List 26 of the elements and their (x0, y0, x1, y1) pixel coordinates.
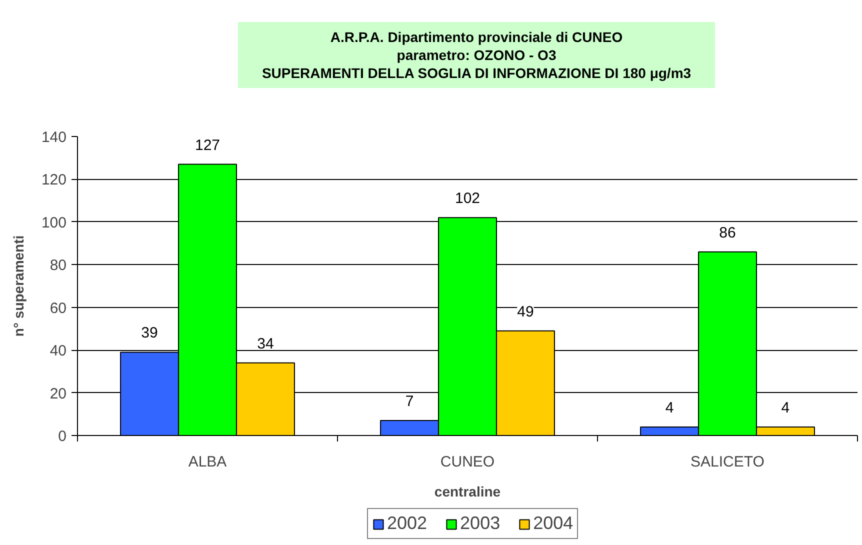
data-label: 4 (665, 399, 674, 416)
x-tick-label: ALBA (188, 454, 227, 470)
y-tick-label: 120 (41, 172, 67, 189)
chart-title: A.R.P.A. Dipartimento provinciale di CUNEO parametro: OZONO - O3 SUPERAMENTI DELLA SOGLIA DI INFORMAZIONE DI 180 μg/m3 (262, 28, 692, 82)
y-tick-label: 140 (41, 129, 67, 146)
y-tick-label: 40 (50, 342, 67, 360)
y-tick-label: 20 (50, 385, 67, 402)
data-label: 4 (781, 399, 790, 416)
data-label: 7 (405, 393, 414, 410)
y-tick-label: 0 (58, 428, 66, 445)
legend-label: 2004 (533, 513, 574, 534)
data-label: 34 (257, 335, 274, 352)
x-tick-label: CUNEO (440, 454, 495, 470)
data-label: 86 (719, 224, 736, 242)
data-label: 49 (517, 303, 534, 320)
data-label: 102 (454, 190, 480, 208)
data-label: 127 (194, 136, 220, 154)
x-tick-label: SALICETO (690, 454, 764, 470)
y-tick-label: 80 (50, 257, 67, 274)
y-axis-title: n° superamenti (10, 235, 26, 337)
x-axis-title: centraline (434, 484, 501, 500)
y-tick-label: 100 (41, 214, 67, 232)
data-label: 39 (141, 324, 158, 342)
y-tick-label: 60 (50, 300, 67, 317)
legend-label: 2003 (460, 513, 500, 534)
legend-label: 2002 (387, 513, 428, 534)
